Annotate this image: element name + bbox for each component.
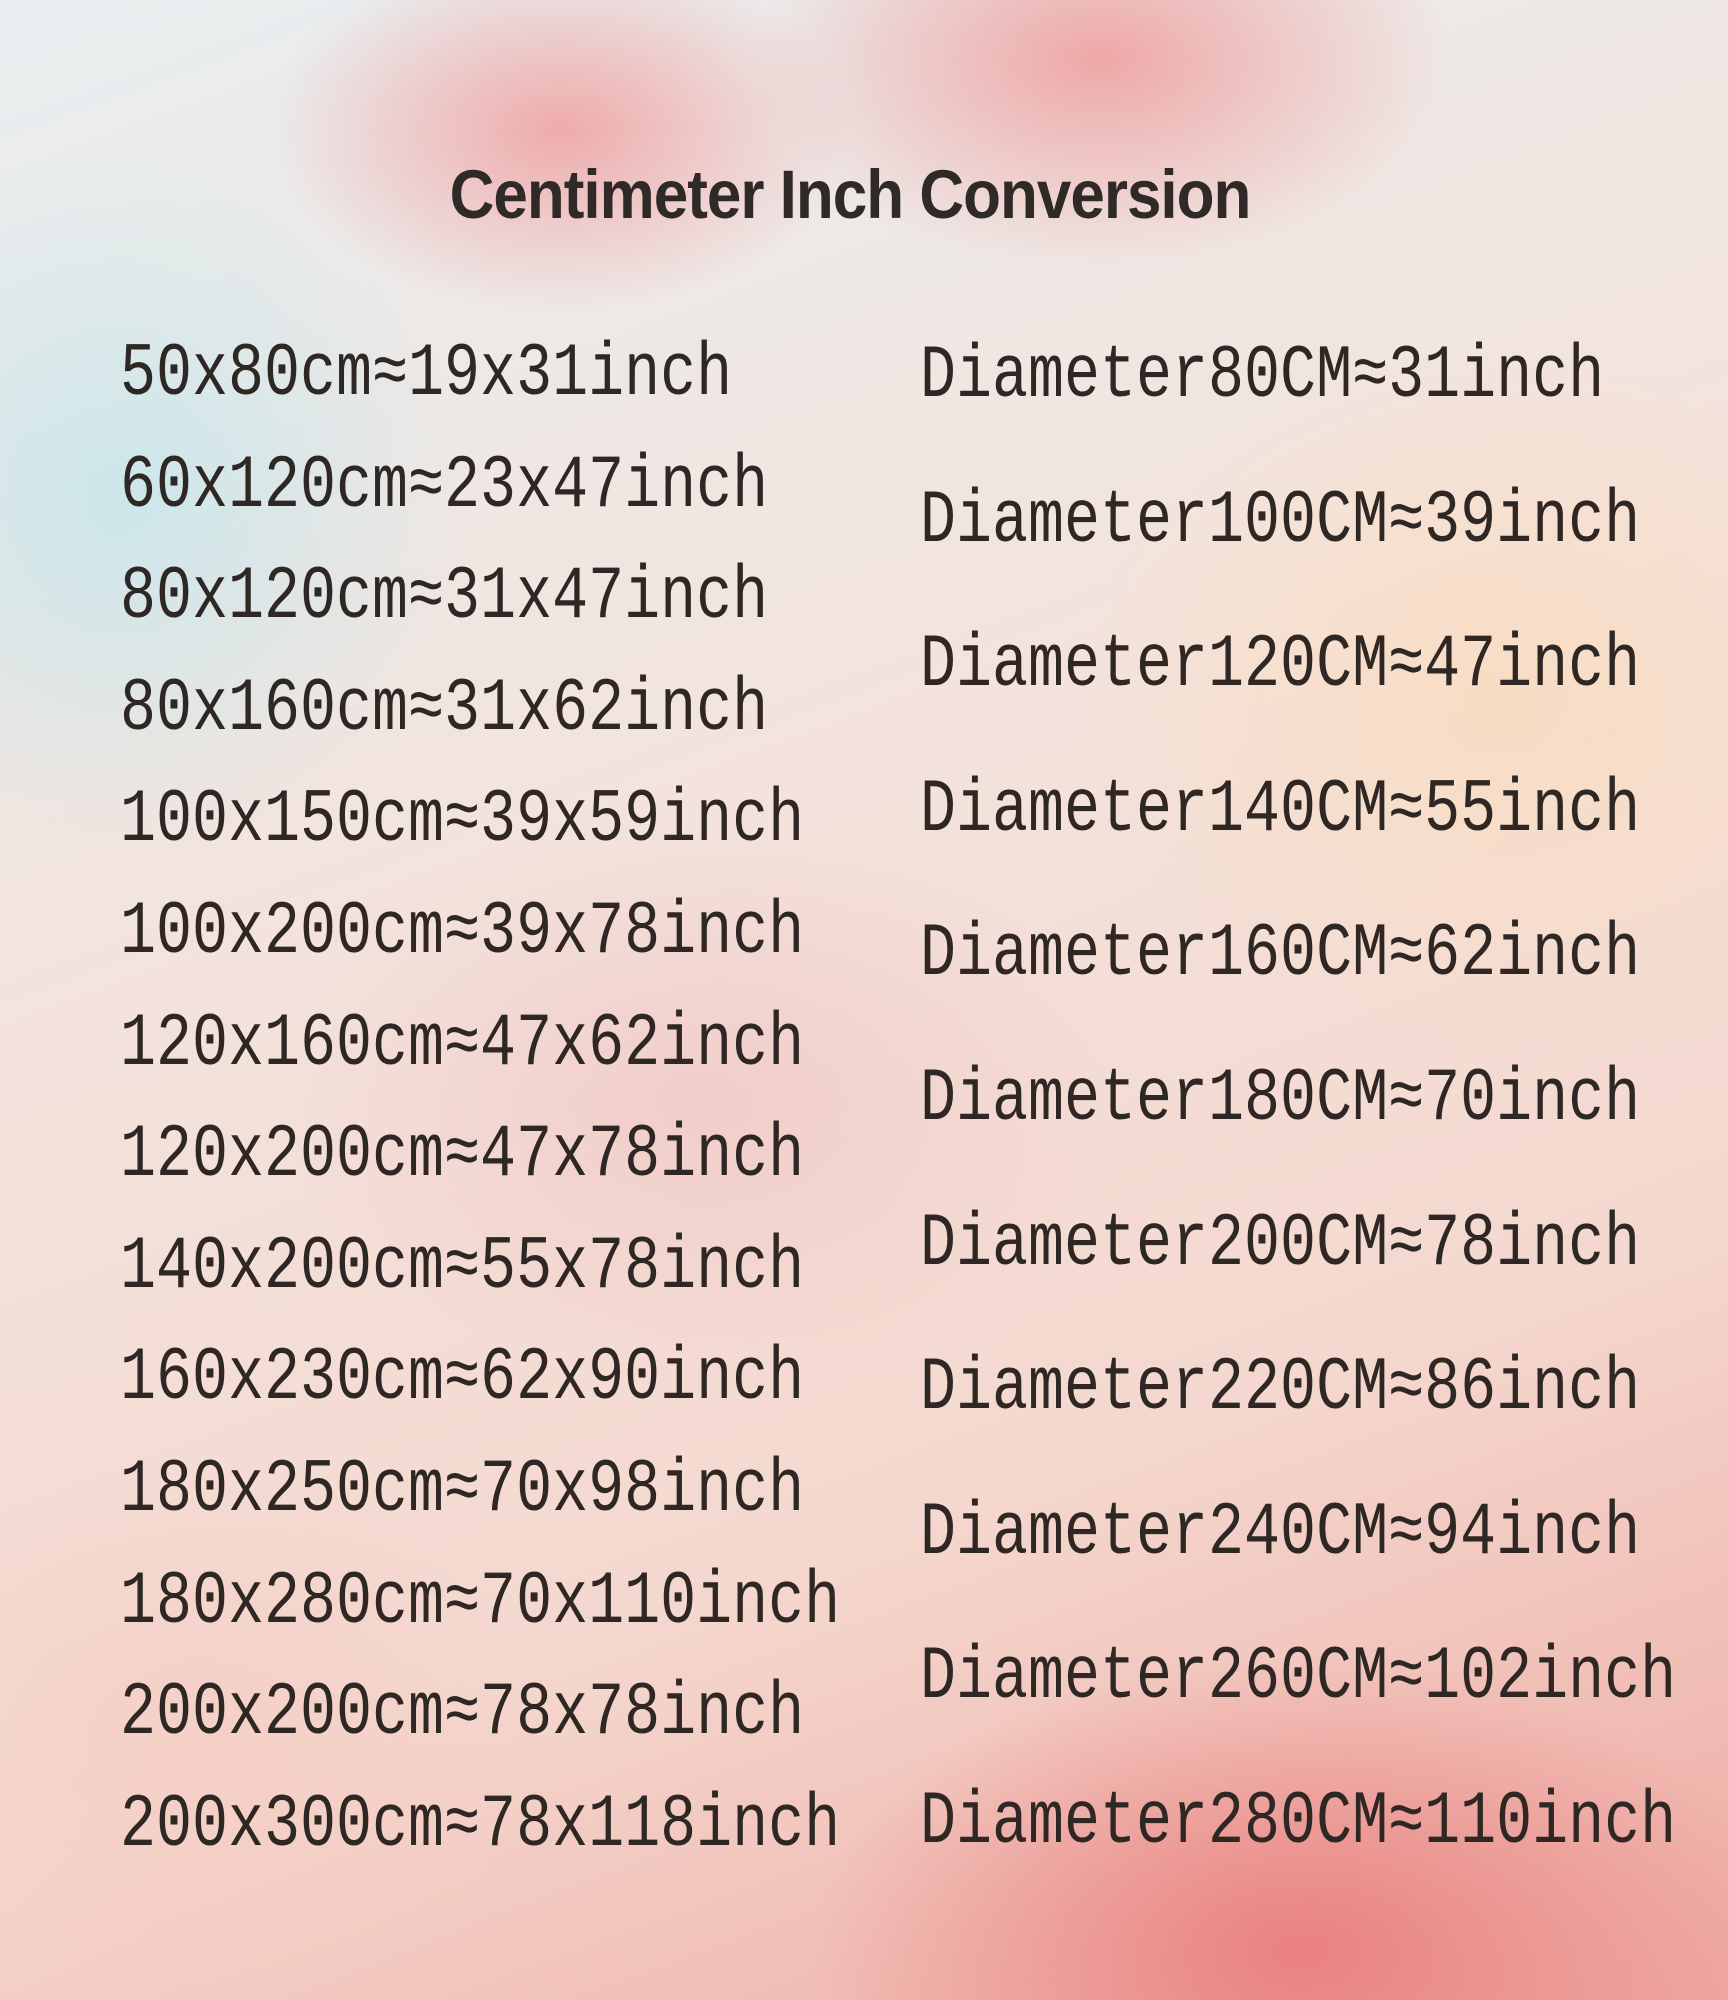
size-conversion-item: 180x250cm≈70x98inch bbox=[120, 1448, 805, 1534]
size-conversion-item: 140x200cm≈55x78inch bbox=[120, 1225, 805, 1311]
size-conversion-item: 200x200cm≈78x78inch bbox=[120, 1671, 805, 1757]
size-conversion-item: Diameter200CM≈78inch bbox=[920, 1202, 1641, 1288]
size-conversion-item: 120x200cm≈47x78inch bbox=[120, 1113, 805, 1199]
size-conversion-item: 80x160cm≈31x62inch bbox=[120, 667, 769, 753]
size-conversion-item: 100x200cm≈39x78inch bbox=[120, 890, 805, 976]
size-conversion-item: 160x230cm≈62x90inch bbox=[120, 1336, 805, 1422]
page-title: Centimeter Inch Conversion bbox=[449, 157, 1252, 234]
size-conversion-item: 50x80cm≈19x31inch bbox=[120, 332, 733, 418]
size-conversion-item: Diameter100CM≈39inch bbox=[920, 479, 1641, 565]
size-conversion-item: 100x150cm≈39x59inch bbox=[120, 778, 805, 864]
size-conversion-item: 80x120cm≈31x47inch bbox=[120, 555, 769, 641]
size-conversion-item: Diameter160CM≈62inch bbox=[920, 912, 1641, 998]
size-conversion-item: 180x280cm≈70x110inch bbox=[120, 1560, 841, 1646]
size-conversion-item: Diameter260CM≈102inch bbox=[920, 1635, 1677, 1721]
size-conversion-item: Diameter220CM≈86inch bbox=[920, 1346, 1641, 1432]
size-conversion-item: 60x120cm≈23x47inch bbox=[120, 444, 769, 530]
size-conversion-item: Diameter240CM≈94inch bbox=[920, 1491, 1641, 1577]
size-conversion-item: Diameter120CM≈47inch bbox=[920, 623, 1641, 709]
size-conversion-item: 120x160cm≈47x62inch bbox=[120, 1002, 805, 1088]
size-conversion-item: Diameter140CM≈55inch bbox=[920, 768, 1641, 854]
size-conversion-item: Diameter280CM≈110inch bbox=[920, 1780, 1677, 1866]
size-conversion-item: Diameter180CM≈70inch bbox=[920, 1057, 1641, 1143]
size-conversion-item: Diameter80CM≈31inch bbox=[920, 334, 1605, 420]
size-conversion-item: 200x300cm≈78x118inch bbox=[120, 1783, 841, 1869]
